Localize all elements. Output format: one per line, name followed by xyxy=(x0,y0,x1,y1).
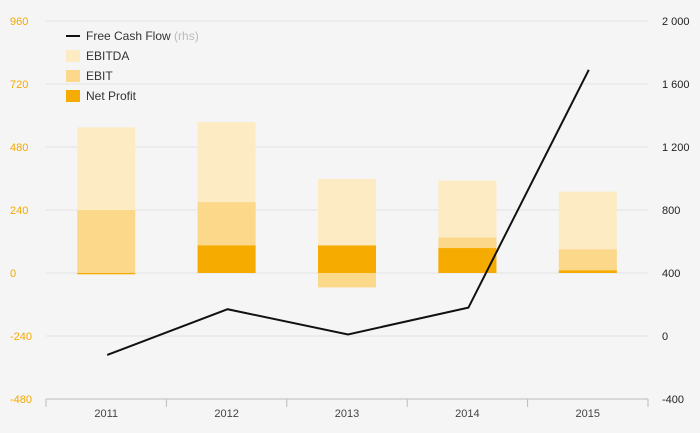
y-right-tick-label: 1 200 xyxy=(662,142,690,154)
bar-ebit xyxy=(558,249,617,273)
x-tick-label: 2014 xyxy=(455,408,479,420)
y-left-tick-label: 720 xyxy=(10,79,28,91)
y-left-tick-label: 480 xyxy=(10,142,28,154)
y-right-tick-label: 2 000 xyxy=(662,16,690,28)
y-left-tick-label: 240 xyxy=(10,205,28,217)
bar-net-profit xyxy=(197,245,256,273)
legend-label: EBIT xyxy=(86,69,113,83)
legend-label: Free Cash Flow (rhs) xyxy=(86,29,199,43)
y-left-tick-label: -480 xyxy=(10,394,32,406)
x-tick-label: 2011 xyxy=(94,408,118,420)
bar-ebit xyxy=(318,273,376,288)
y-right-tick-label: 800 xyxy=(662,205,680,217)
y-right-tick-label: 1 600 xyxy=(662,79,690,91)
bar-net-profit xyxy=(77,273,136,275)
x-tick-label: 2012 xyxy=(214,408,238,420)
x-tick-label: 2015 xyxy=(576,408,600,420)
y-right-tick-label: -400 xyxy=(662,394,684,406)
legend-swatch xyxy=(66,90,80,102)
y-left-tick-label: 960 xyxy=(10,16,28,28)
legend-swatch xyxy=(66,50,80,62)
legend-label: Net Profit xyxy=(86,89,137,103)
x-tick-label: 2013 xyxy=(335,408,359,420)
bars xyxy=(77,122,617,288)
y-left-tick-label: -240 xyxy=(10,331,32,343)
legend-swatch xyxy=(66,70,80,82)
bar-net-profit xyxy=(318,245,376,273)
gridlines xyxy=(46,20,648,337)
y-right-tick-label: 0 xyxy=(662,331,668,343)
y-left-tick-label: 0 xyxy=(10,268,16,280)
bar-ebit xyxy=(77,210,136,273)
bar-net-profit xyxy=(438,248,497,273)
y-right-tick-label: 400 xyxy=(662,268,680,280)
legend: Free Cash Flow (rhs) EBITDA EBIT Net Profit xyxy=(66,29,199,103)
legend-note: (rhs) xyxy=(171,29,199,43)
bar-net-profit xyxy=(558,270,617,273)
legend-label: EBITDA xyxy=(86,49,129,63)
